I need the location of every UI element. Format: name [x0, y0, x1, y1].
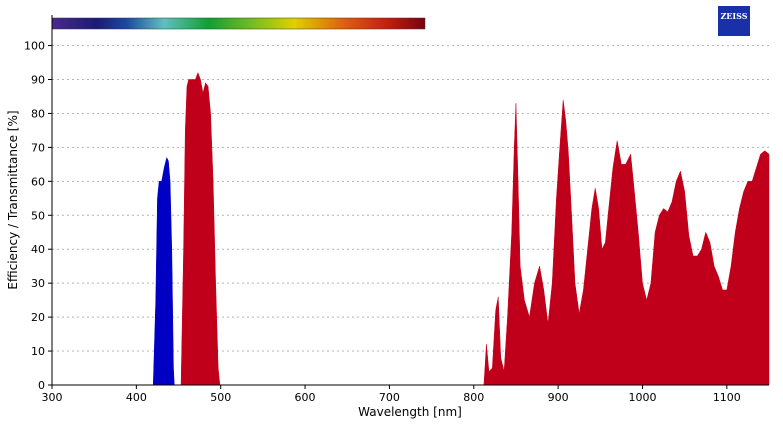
y-tick-label: 20: [31, 311, 45, 324]
y-tick-label: 50: [31, 209, 45, 222]
x-tick-label: 400: [126, 391, 147, 404]
x-tick-label: 900: [548, 391, 569, 404]
logo-box: [718, 6, 750, 36]
x-tick-label: 300: [42, 391, 63, 404]
y-tick-label: 40: [31, 243, 45, 256]
y-tick-label: 30: [31, 277, 45, 290]
color-bar: [51, 17, 426, 30]
y-tick-label: 60: [31, 175, 45, 188]
area: [152, 156, 175, 386]
y-tick-label: 100: [24, 40, 45, 53]
x-tick-label: 500: [210, 391, 231, 404]
y-tick-label: 10: [31, 345, 45, 358]
logo: ZEISS: [718, 6, 750, 36]
x-tick-label: 700: [379, 391, 400, 404]
y-axis-label: Efficiency / Transmittance [%]: [6, 110, 20, 289]
x-tick-label: 800: [463, 391, 484, 404]
x-tick-label: 600: [295, 391, 316, 404]
x-tick-label: 1000: [628, 391, 656, 404]
x-tick-label: 1100: [713, 391, 741, 404]
logo-text: ZEISS: [720, 11, 747, 21]
y-tick-label: 80: [31, 107, 45, 120]
area: [180, 71, 221, 386]
x-axis-label: Wavelength [nm]: [358, 405, 462, 419]
area: [483, 99, 770, 386]
y-tick-label: 90: [31, 73, 45, 86]
y-tick-label: 70: [31, 141, 45, 154]
y-tick-label: 0: [38, 379, 45, 392]
